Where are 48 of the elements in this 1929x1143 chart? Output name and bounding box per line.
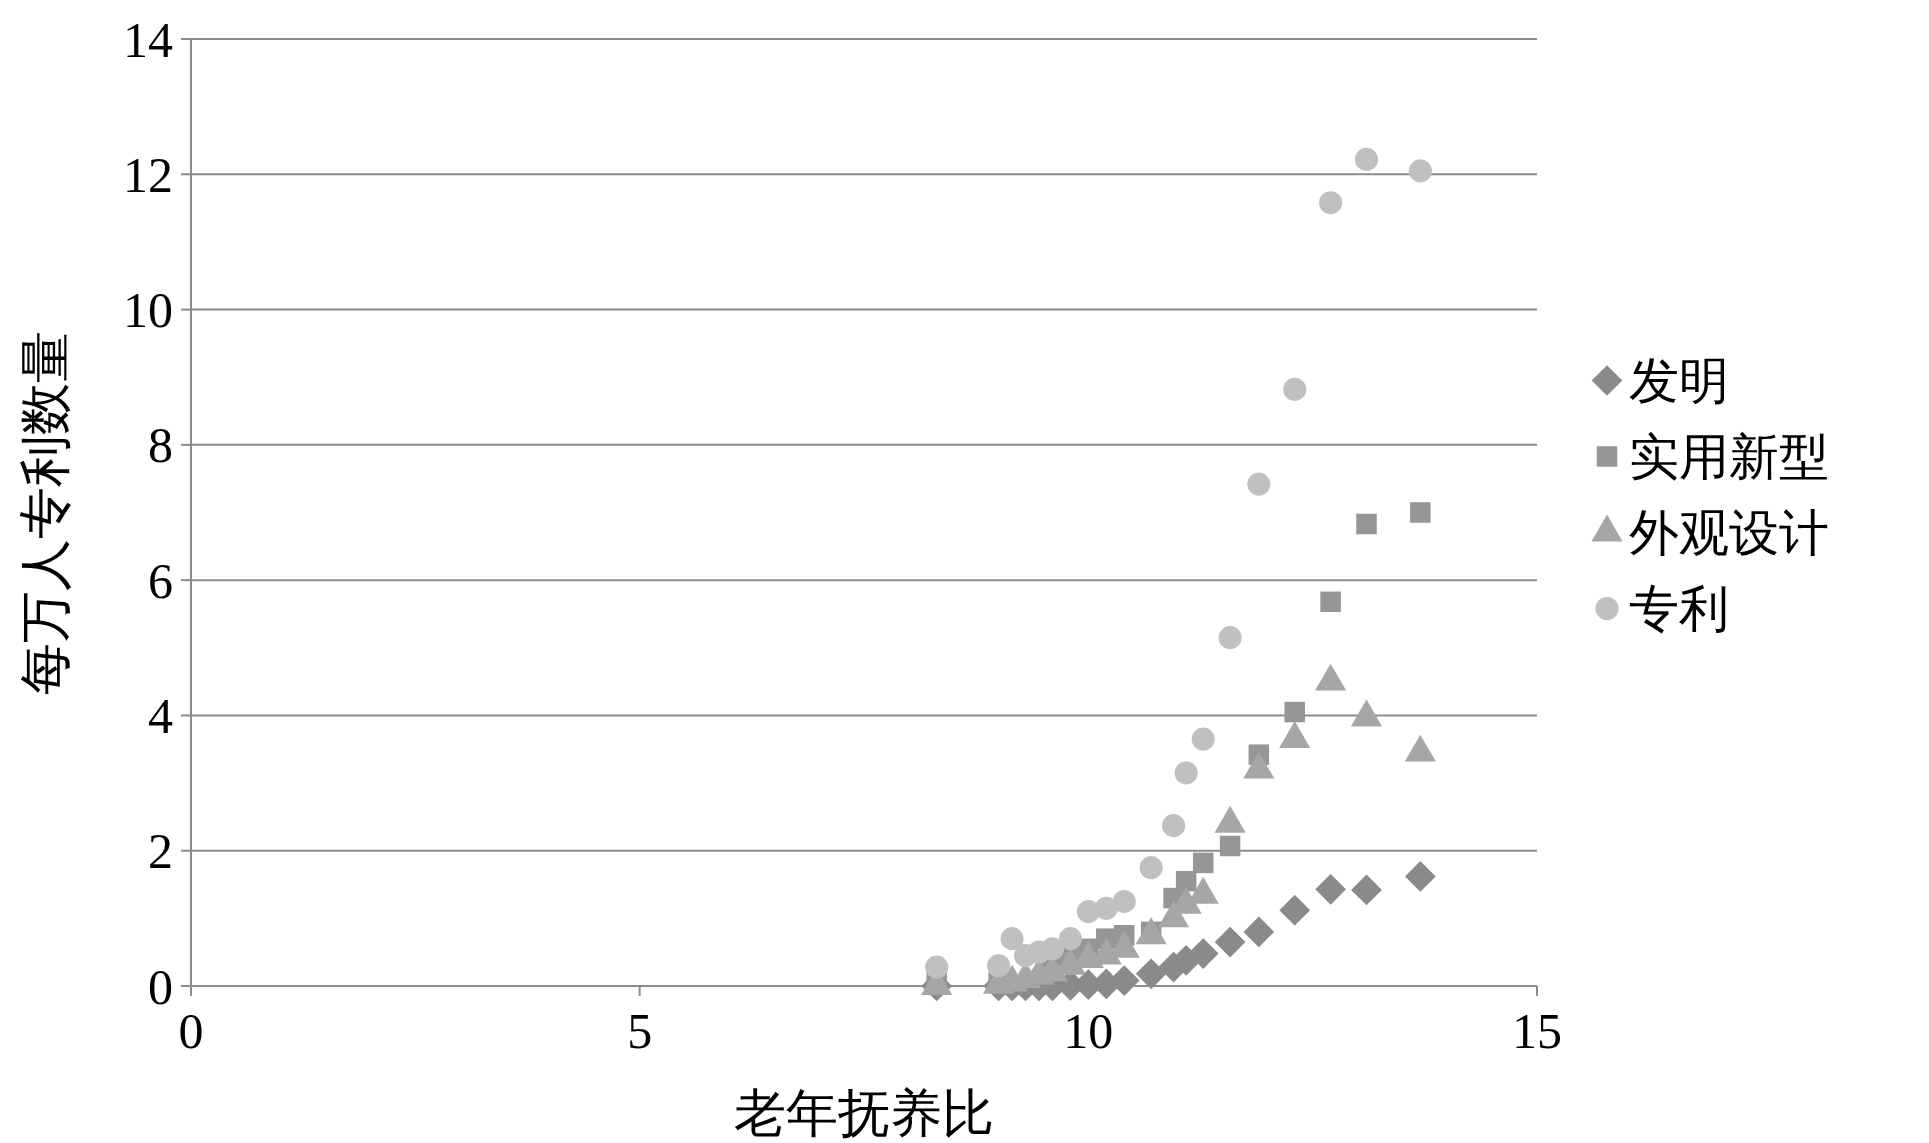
point <box>1218 626 1242 650</box>
point <box>1058 927 1082 951</box>
y-tick-label: 0 <box>148 958 173 1015</box>
point <box>1135 958 1167 990</box>
y-tick-label: 8 <box>148 417 173 474</box>
point <box>1408 159 1432 183</box>
point <box>1219 835 1241 857</box>
point <box>1243 916 1275 948</box>
point <box>1320 591 1341 613</box>
point <box>1354 147 1379 171</box>
point <box>1174 761 1198 785</box>
y-tick-label: 10 <box>123 282 173 339</box>
y-tick-label: 6 <box>148 552 173 609</box>
y-axis-title: 每万人专利数量 <box>17 330 74 695</box>
y-tick-label: 12 <box>123 146 173 203</box>
point <box>1191 727 1215 751</box>
point <box>1410 502 1431 523</box>
point <box>1040 937 1064 961</box>
point <box>1247 472 1271 496</box>
legend-label: 专利 <box>1629 581 1729 637</box>
point <box>1356 513 1377 535</box>
x-tick-label: 5 <box>627 1003 653 1059</box>
point <box>1279 894 1311 926</box>
point <box>1351 874 1382 906</box>
point <box>1162 814 1186 838</box>
point <box>1319 191 1343 215</box>
point <box>1214 926 1246 958</box>
legend-label: 实用新型 <box>1629 429 1829 485</box>
y-tick-label: 2 <box>148 823 173 880</box>
point <box>1112 889 1136 913</box>
point <box>1192 852 1214 874</box>
point <box>1139 856 1163 880</box>
point <box>1094 896 1118 920</box>
x-tick-label: 10 <box>1063 1003 1114 1059</box>
point <box>987 954 1011 978</box>
point <box>1283 377 1307 401</box>
point <box>925 955 949 979</box>
y-tick-label: 14 <box>123 11 173 68</box>
point <box>1000 927 1024 951</box>
point <box>1315 873 1346 905</box>
legend-label: 发明 <box>1629 353 1729 409</box>
legend-label: 外观设计 <box>1629 505 1829 561</box>
point <box>1175 870 1197 892</box>
x-tick-label: 15 <box>1512 1003 1562 1059</box>
point <box>1284 701 1305 723</box>
x-axis-title: 老年抚养比 <box>734 1085 994 1142</box>
y-tick-label: 4 <box>148 687 173 744</box>
point <box>1404 861 1436 892</box>
